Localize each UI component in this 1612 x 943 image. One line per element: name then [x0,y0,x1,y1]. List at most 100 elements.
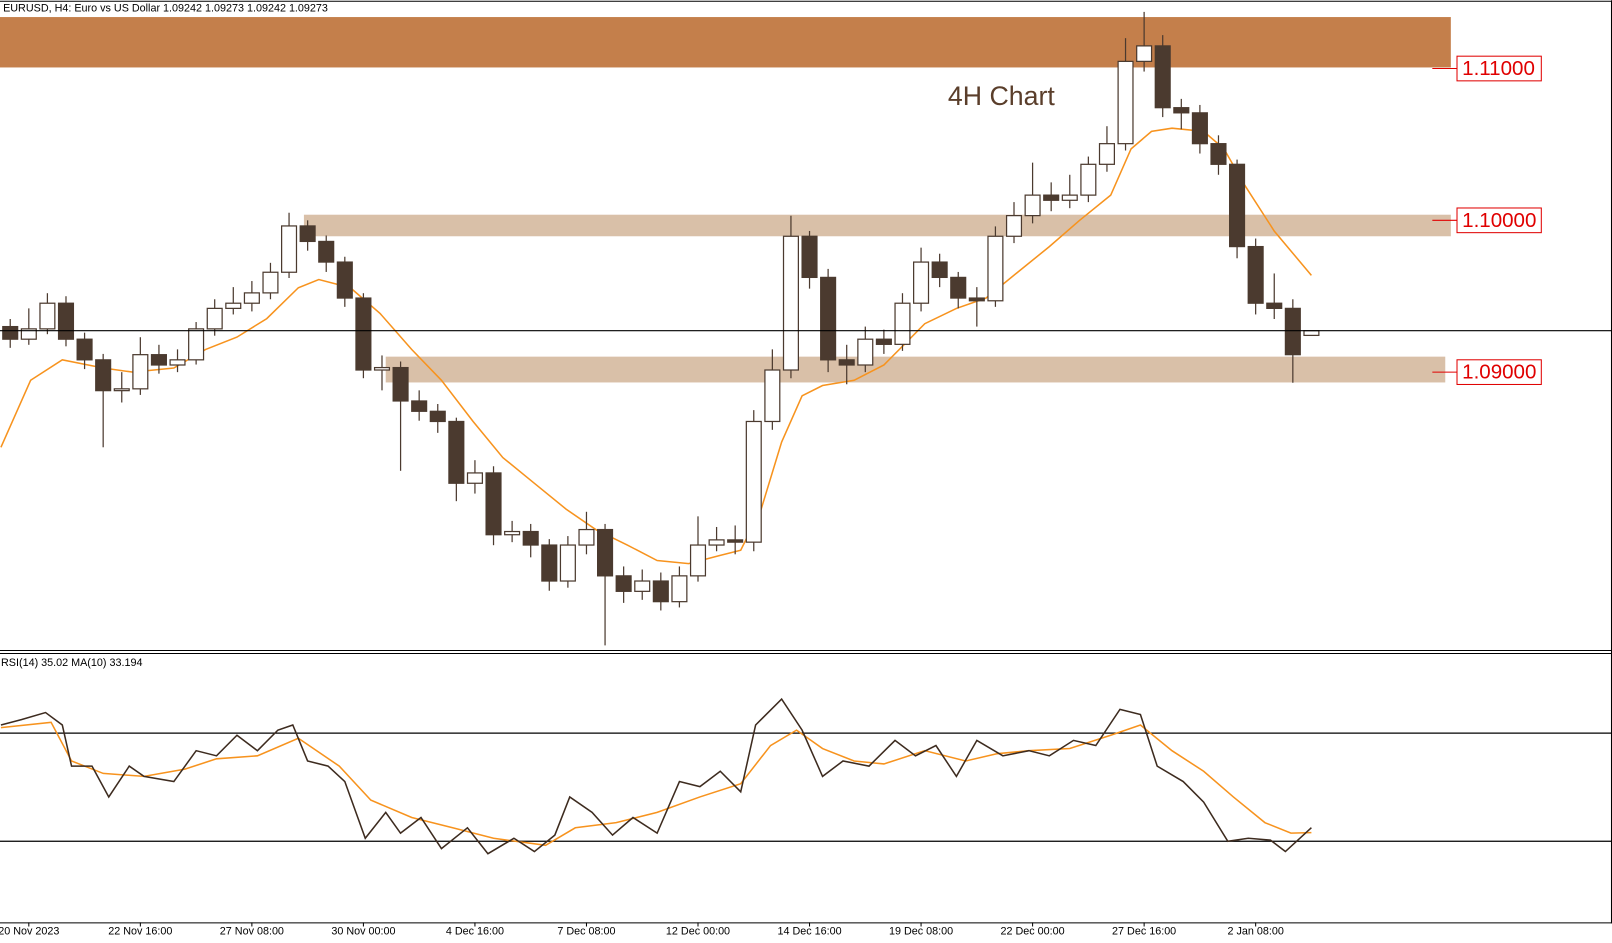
candle-body [76,338,93,361]
candle-body [522,530,539,546]
candle-body [243,292,260,304]
zone [385,356,1446,383]
candle-body [1284,307,1301,356]
candle-body [1005,215,1023,237]
candle-body [169,359,186,366]
zone [303,214,1451,237]
x-tick-label: 19 Dec 08:00 [889,925,953,937]
candle-body [262,271,279,294]
candle-body [857,338,874,366]
level-label-box [1456,55,1542,82]
candle-body [894,302,911,345]
candle-body [745,420,762,543]
candle-body [392,366,409,402]
candle-body [875,338,892,345]
candle-body [727,539,744,543]
candle-body [652,580,669,603]
level-label-box [1456,207,1542,234]
candle-body [1191,112,1208,145]
candle-body [541,544,558,582]
candle-body [336,261,353,299]
x-tick-label: 20 Nov 2023 [0,925,59,937]
candle-body [150,354,167,366]
candle-body [280,225,298,273]
candle-body [485,472,502,536]
candle-body [634,580,651,592]
candle-body [504,530,521,536]
candle-body [782,235,799,371]
candle-body [20,328,37,340]
candle-body [1136,45,1153,62]
candle-body [206,307,223,330]
candle-body [318,240,335,263]
zone [0,17,1451,68]
x-tick-label: 7 Dec 08:00 [557,925,615,937]
candle-body [429,410,446,423]
candle-body [1229,163,1246,248]
x-tick-label: 22 Nov 16:00 [108,925,172,937]
candle-body [2,325,19,340]
candle-body [1098,143,1116,165]
candle-body [671,575,688,603]
candle-body [615,575,632,592]
candle-body [39,302,56,330]
rsi-label: RSI(14) 35.02 MA(10) 33.194 [1,657,142,669]
moving-average [0,127,1312,565]
candle-body [1210,143,1227,165]
candle-body [1080,163,1097,196]
candle-body [950,276,967,299]
candle-body [708,539,725,546]
header: EURUSD, H4: Euro vs US Dollar 1.09242 1.… [3,2,328,14]
candle-body [411,400,428,412]
candle-body [1117,60,1134,145]
candle-body [1024,194,1041,217]
x-tick-label: 30 Nov 00:00 [331,925,395,937]
candle-body [689,544,707,577]
candle-body [132,354,149,390]
level-label-box [1456,359,1542,385]
candle-body [1247,245,1264,304]
candle-body [95,359,112,392]
rsi-line [0,721,1312,847]
plot: 1.11000 1.10000 1.09000 20 Nov 2023 22 Nov 1… [0,11,1612,937]
candle-body [373,366,391,371]
candle-body [225,302,242,309]
candle-body [448,420,465,484]
candle-body [931,261,948,279]
level-label: 1.11000 [1462,57,1535,80]
candle-body [57,302,75,340]
candle-body [913,261,930,304]
candle-body [466,472,483,484]
x-tick-label: 2 Jan 08:00 [1227,925,1283,937]
candle-body [1266,302,1283,309]
candle-body [987,235,1004,302]
candle-body [559,544,576,582]
x-tick-label: 12 Dec 00:00 [666,925,730,937]
x-tick-label: 14 Dec 16:00 [777,925,841,937]
candle-body [355,297,372,371]
x-tick-label: 4 Dec 16:00 [446,925,504,937]
annotation: 4H Chart [948,81,1055,111]
candle-body [801,235,818,279]
candle-body [1154,45,1171,109]
candle-body [1043,194,1060,201]
level-label: 1.10000 [1462,209,1536,232]
candle-body [299,225,316,243]
candle-body [188,328,205,361]
rsi-line [0,697,1312,855]
candle-body [597,528,614,577]
candle-body [1061,194,1078,201]
candle-body [838,359,855,366]
candle-body [1173,107,1190,114]
x-tick-label: 27 Nov 08:00 [220,925,284,937]
zones [0,17,1451,383]
candle-body [764,369,781,423]
candle-body [1303,330,1320,337]
x-tick-label: 27 Dec 16:00 [1112,925,1176,937]
level-label: 1.09000 [1462,361,1536,384]
candle-body [820,276,837,361]
